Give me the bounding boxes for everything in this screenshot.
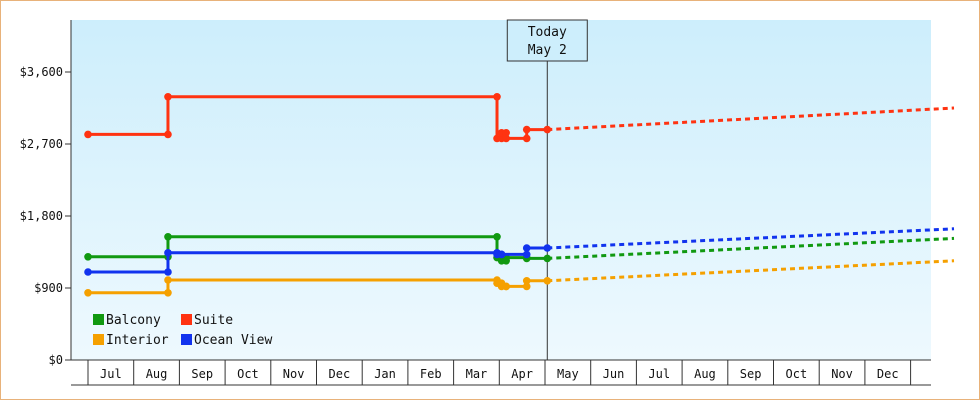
- y-tick-label: $1,800: [20, 209, 63, 223]
- month-label: Jan: [374, 367, 396, 381]
- legend-label-ocean-view: Ocean View: [194, 333, 272, 348]
- suite-data-point[interactable]: [522, 125, 531, 134]
- month-label: Sep: [191, 367, 213, 381]
- plot-area: [71, 20, 931, 360]
- interior-data-point[interactable]: [164, 276, 172, 284]
- suite-data-point[interactable]: [164, 130, 172, 139]
- y-tick-label: $2,700: [20, 137, 63, 151]
- ocean-view-data-point[interactable]: [164, 249, 172, 257]
- month-label: Nov: [283, 367, 305, 381]
- ocean-view-data-point[interactable]: [522, 250, 531, 259]
- ocean-view-data-point[interactable]: [164, 268, 172, 276]
- month-label: Dec: [877, 367, 899, 381]
- legend-swatch-suite: [181, 314, 192, 325]
- suite-data-point[interactable]: [522, 134, 531, 143]
- suite-data-point[interactable]: [502, 129, 510, 137]
- ocean-view-forecast-line: [547, 227, 955, 250]
- balcony-data-point[interactable]: [543, 254, 552, 263]
- interior-data-point[interactable]: [84, 289, 92, 297]
- ocean-view-data-point[interactable]: [522, 244, 531, 252]
- month-label: Oct: [237, 367, 259, 381]
- interior-data-point[interactable]: [164, 289, 172, 297]
- legend-label-interior: Interior: [106, 333, 169, 348]
- today-marker: Today May 2: [506, 19, 588, 360]
- today-box: [506, 19, 588, 62]
- month-label: Jul: [648, 367, 670, 381]
- suite-forecast-line: [547, 106, 955, 132]
- balcony-data-point[interactable]: [164, 233, 172, 241]
- month-label: Dec: [329, 367, 351, 381]
- month-label: May: [557, 367, 579, 381]
- legend-swatch-interior: [93, 334, 104, 345]
- today-label: Today: [528, 25, 567, 40]
- balcony-forecast-line: [547, 236, 955, 260]
- month-label: Aug: [146, 367, 168, 381]
- x-axis: Jul Aug Sep Oct Nov Dec Jan Feb Mar Apr May Jun Jul A…: [71, 360, 931, 386]
- interior-data-point[interactable]: [502, 282, 510, 291]
- ocean-view-data-point[interactable]: [543, 244, 552, 252]
- y-tick-label: $900: [34, 281, 63, 295]
- suite-data-point[interactable]: [502, 134, 510, 143]
- month-label: Feb: [420, 367, 442, 381]
- month-label: Sep: [740, 367, 762, 381]
- interior-forecast-line: [547, 259, 955, 283]
- y-axis: $0 $900 $1,800 $2,700 $3,600: [20, 20, 931, 367]
- interior-data-point[interactable]: [522, 282, 531, 291]
- y-tick-label: $0: [49, 353, 63, 367]
- month-label: Jul: [100, 367, 122, 381]
- month-label: Mar: [466, 367, 488, 381]
- suite-data-point[interactable]: [164, 93, 172, 101]
- balcony-data-point[interactable]: [84, 252, 92, 261]
- month-label: Apr: [511, 367, 533, 381]
- ocean-view-data-point[interactable]: [497, 250, 506, 259]
- ocean-view-data-point[interactable]: [84, 268, 92, 276]
- suite-data-point[interactable]: [543, 125, 552, 134]
- month-label: Nov: [831, 367, 853, 381]
- legend-swatch-balcony: [93, 314, 104, 325]
- legend-label-balcony: Balcony: [106, 313, 161, 328]
- legend: Balcony Suite Interior Ocean View: [93, 313, 272, 348]
- suite-data-point[interactable]: [84, 130, 92, 139]
- legend-swatch-ocean-view: [181, 334, 192, 345]
- interior-data-point[interactable]: [543, 277, 552, 285]
- y-tick-label: $3,600: [20, 65, 63, 79]
- today-date: May 2: [528, 43, 567, 58]
- interior-data-point[interactable]: [522, 277, 531, 285]
- month-label: Jun: [603, 367, 625, 381]
- month-label: Oct: [786, 367, 808, 381]
- legend-label-suite: Suite: [194, 313, 233, 328]
- balcony-data-point[interactable]: [493, 233, 501, 241]
- month-label: Aug: [694, 367, 716, 381]
- suite-data-point[interactable]: [493, 93, 501, 101]
- series-layer: [84, 93, 955, 297]
